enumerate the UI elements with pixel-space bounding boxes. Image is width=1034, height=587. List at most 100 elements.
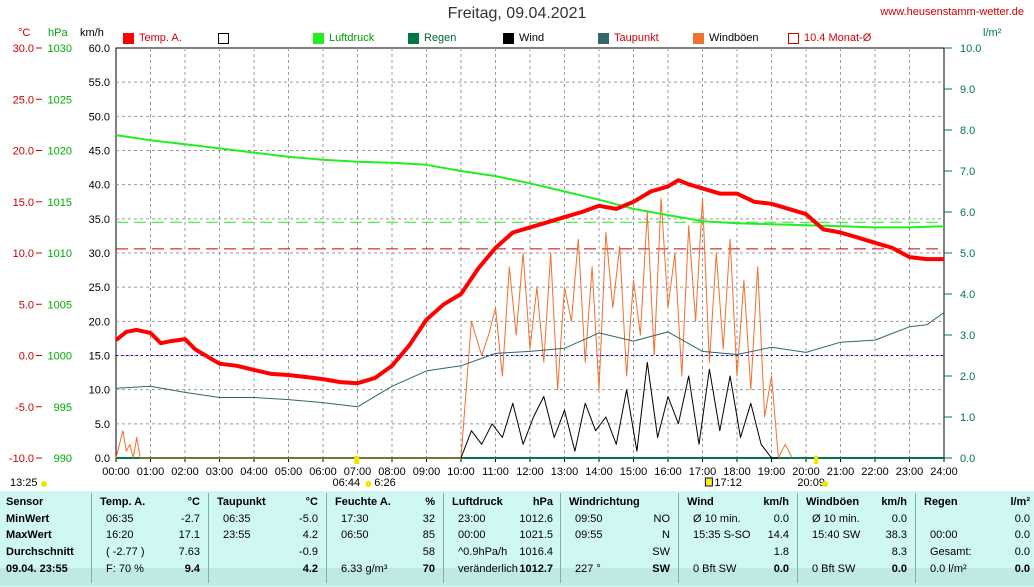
rain-axis-tick: 3.0 — [960, 330, 975, 342]
cell-dew-label: 23:55 — [223, 529, 251, 541]
cell-gust-value: 0.0 — [891, 563, 907, 575]
legend-swatch-rain — [408, 32, 419, 44]
legend-dew: Taupunkt — [598, 31, 659, 45]
legend-swatch-wind — [503, 32, 514, 44]
pressure-axis-tick: 1020 — [48, 146, 72, 158]
cell-wind-label: 15:35 S-SO — [693, 529, 751, 541]
cell-press-label: veränderlich — [458, 563, 518, 575]
pressure-axis-tick: 990 — [54, 453, 72, 465]
col-header-hum: Feuchte A. — [335, 496, 391, 508]
col-header-gust: Windböen — [806, 496, 860, 508]
cell-hum-label: 17:30 — [341, 513, 369, 525]
cell-temp-label: ( -2.77 ) — [106, 546, 145, 558]
site-link[interactable]: www.heusenstamm-wetter.de — [880, 6, 1024, 18]
cell-rain-label: 00:00 — [930, 529, 958, 541]
pressure-axis-tick: 1010 — [48, 248, 72, 260]
cell-dew-value: 4.2 — [302, 563, 318, 575]
cell-press-value: 1021.5 — [519, 529, 553, 541]
temp-axis-tick: 25.0 — [13, 94, 34, 106]
legend-wind: Wind — [503, 31, 544, 45]
x-axis-tick: 14:00 — [585, 466, 613, 478]
speed-axis-tick: 5.0 — [95, 419, 110, 431]
divider — [443, 493, 444, 583]
cell-hum-value: 85 — [422, 529, 435, 541]
cell-temp-value: 7.63 — [178, 546, 200, 558]
rain-axis-tick: 5.0 — [960, 248, 975, 260]
sunrise-label: 06:44 — [333, 477, 361, 489]
x-axis-tick: 19:00 — [758, 466, 786, 478]
speed-axis-tick: 15.0 — [89, 351, 110, 363]
x-axis-tick: 06:00 — [309, 466, 337, 478]
rain-axis-tick: 7.0 — [960, 166, 975, 178]
divider — [678, 493, 679, 583]
x-axis-tick: 05:00 — [275, 466, 303, 478]
series-line-wind — [460, 361, 779, 459]
series-line-luftdruck — [115, 134, 945, 229]
x-axis-tick: 17:00 — [689, 466, 717, 478]
speed-axis-tick: 55.0 — [89, 77, 110, 89]
rain-axis-tick: 6.0 — [960, 207, 975, 219]
sunset-label: 20:09 — [797, 477, 825, 489]
divider — [91, 493, 92, 583]
legend-swatch-blank — [218, 32, 229, 44]
rain-axis-tick: 1.0 — [960, 412, 975, 424]
row-label-avg: Durchschnitt — [6, 546, 74, 558]
speed-axis-tick: 40.0 — [89, 180, 110, 192]
cell-wind-value: 1.8 — [773, 546, 789, 558]
x-axis-tick: 23:00 — [896, 466, 924, 478]
cell-wind-value: 0.0 — [773, 563, 789, 575]
speed-axis-tick: 0.0 — [95, 453, 110, 465]
legend-swatch-dew — [598, 32, 609, 44]
legend-swatch-temp — [123, 32, 134, 44]
col-header-temp: Temp. A. — [100, 496, 146, 508]
col-unit-hum: % — [425, 496, 435, 508]
series-line-temp-a- — [114, 178, 944, 386]
chart-canvas: 30.0 25.0 20.0 15.0 10.0 5.0 0.0 -5.0 -10.0 1030 1… — [9, 43, 982, 489]
sunset-sun-dot — [822, 481, 829, 487]
rain-axis-tick: 4.0 — [960, 289, 975, 301]
temp-axis-tick: 30.0 — [13, 43, 34, 55]
cell-wind-label: Ø 10 min. — [693, 513, 741, 525]
cell-temp-label: 06:35 — [106, 513, 134, 525]
cell-dir-value: SW — [652, 563, 670, 575]
rain-axis-tick: 2.0 — [960, 371, 975, 383]
x-axis-tick: 10:00 — [447, 466, 475, 478]
col-unit-press: hPa — [532, 496, 553, 508]
cell-press-value: 1016.4 — [519, 546, 553, 558]
solar-noon-label: 17:12 — [714, 477, 742, 489]
speed-axis-tick: 30.0 — [89, 248, 110, 260]
x-axis-tick: 16:00 — [654, 466, 682, 478]
speed-axis-tick: 45.0 — [89, 146, 110, 158]
cell-press-value: 1012.6 — [519, 513, 553, 525]
cell-dir-value: SW — [652, 546, 670, 558]
cell-gust-value: 0.0 — [891, 513, 907, 525]
temp-axis-tick: 10.0 — [13, 248, 34, 260]
x-axis-tick: 15:00 — [620, 466, 648, 478]
cell-temp-label: 16:20 — [106, 529, 134, 541]
cell-rain-value: 0.0 — [1014, 513, 1030, 525]
legend-gust: Windböen — [693, 31, 759, 45]
temp-axis-tick: -10.0 — [9, 453, 34, 465]
x-axis-tick: 24:00 — [930, 466, 958, 478]
legend-swatch-pressure — [313, 32, 324, 44]
cell-press-label: 00:00 — [458, 529, 486, 541]
temp-axis-tick: 15.0 — [13, 197, 34, 209]
x-axis-tick: 08:00 — [378, 466, 406, 478]
cell-temp-value: 17.1 — [178, 529, 200, 541]
cell-press-value: 1012.7 — [519, 563, 553, 575]
legend-blank — [218, 31, 234, 45]
pressure-axis-tick: 1015 — [48, 197, 72, 209]
legend-temp: Temp. A. — [123, 31, 182, 45]
speed-axis-tick: 25.0 — [89, 282, 110, 294]
rain-axis-tick: 9.0 — [960, 84, 975, 96]
unit-speed: km/h — [80, 27, 104, 39]
temp-axis-tick: -5.0 — [15, 402, 34, 414]
cell-rain-value: 0.0 — [1014, 529, 1030, 541]
cell-dir-label: 227 ° — [575, 563, 601, 575]
row-label-min: MinWert — [6, 513, 50, 525]
cell-press-label: ^0.9hPa/h — [458, 546, 508, 558]
sunrise-marker — [354, 456, 360, 464]
divider — [208, 493, 209, 583]
temp-axis-tick: 20.0 — [13, 146, 34, 158]
cell-temp-value: 9.4 — [184, 563, 200, 575]
